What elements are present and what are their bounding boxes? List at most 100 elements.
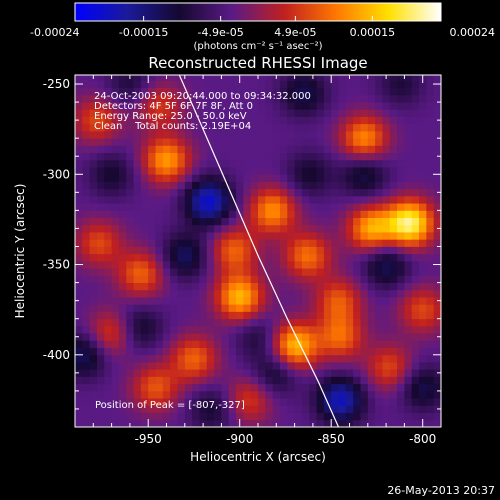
heatmap-cell [426, 405, 435, 413]
heatmap-cell [82, 130, 91, 139]
heatmap-cell [199, 102, 208, 110]
heatmap-cell [301, 253, 310, 262]
heatmap-cell [199, 268, 208, 276]
heatmap-cell [250, 210, 259, 218]
heatmap-cell [206, 347, 215, 356]
heatmap-cell [111, 224, 120, 233]
heatmap-cell [89, 268, 98, 276]
heatmap-cell [184, 239, 193, 247]
heatmap-cell [397, 138, 405, 146]
heatmap-cell [382, 354, 391, 363]
heatmap-cell [265, 246, 274, 255]
heatmap-cell [221, 167, 230, 175]
heatmap-cell [111, 275, 120, 283]
heatmap-cell [353, 311, 361, 320]
heatmap-cell [82, 354, 91, 363]
heatmap-cell [389, 275, 398, 283]
heatmap-cell [148, 217, 156, 226]
heatmap-cell [89, 354, 98, 363]
heatmap-cell [184, 398, 193, 406]
heatmap-cell [214, 369, 222, 377]
heatmap-cell [162, 260, 171, 269]
heatmap-cell [148, 159, 156, 168]
heatmap-cell [140, 412, 149, 421]
heatmap-cell [433, 268, 441, 276]
heatmap-cell [206, 325, 215, 334]
heatmap-cell [140, 289, 149, 298]
heatmap-cell [148, 347, 156, 356]
heatmap-cell [184, 340, 193, 348]
heatmap-cell [184, 130, 193, 139]
heatmap-cell [258, 390, 266, 399]
heatmap-cell [389, 174, 398, 182]
heatmap-cell [382, 239, 391, 247]
heatmap-cell [214, 354, 222, 363]
heatmap-cell [279, 210, 288, 218]
heatmap-cell [433, 347, 441, 356]
heatmap-cell [133, 181, 142, 190]
heatmap-cell [272, 304, 281, 312]
heatmap-cell [345, 217, 354, 226]
heatmap-cell [419, 398, 427, 406]
heatmap-cell [75, 210, 83, 218]
heatmap-cell [338, 232, 347, 240]
heatmap-cell [206, 405, 215, 413]
heatmap-cell [177, 362, 186, 370]
heatmap-cell [104, 304, 112, 312]
heatmap-cell [192, 239, 200, 247]
heatmap-cell [206, 275, 215, 283]
heatmap-cell [360, 210, 369, 218]
heatmap-cell [140, 167, 149, 175]
heatmap-cell [192, 87, 200, 96]
heatmap-cell [243, 304, 252, 312]
heatmap-cell [104, 325, 112, 334]
heatmap-cell [258, 419, 266, 427]
heatmap-cell [221, 130, 230, 139]
heatmap-cell [162, 405, 171, 413]
heatmap-cell [294, 232, 303, 240]
heatmap-cell [228, 232, 237, 240]
heatmap-cell [126, 210, 134, 218]
heatmap-cell [177, 174, 186, 182]
heatmap-cell [82, 369, 91, 377]
heatmap-cell [360, 181, 369, 190]
heatmap-cell [272, 325, 281, 334]
heatmap-cell [433, 181, 441, 190]
heatmap-cell [272, 94, 281, 103]
heatmap-cell [243, 376, 252, 385]
heatmap-cell [133, 383, 142, 392]
heatmap-cell [177, 109, 186, 117]
heatmap-cell [389, 80, 398, 89]
heatmap-cell [177, 217, 186, 226]
heatmap-cell [382, 167, 391, 175]
heatmap-cell [382, 376, 391, 385]
heatmap-cell [338, 145, 347, 154]
heatmap-cell [338, 318, 347, 327]
heatmap-cell [338, 217, 347, 226]
heatmap-cell [96, 398, 105, 406]
heatmap-cell [96, 239, 105, 247]
heatmap-cell [265, 340, 274, 348]
heatmap-cell [111, 145, 120, 154]
heatmap-cell [382, 289, 391, 298]
heatmap-cell [184, 102, 193, 110]
heatmap-cell [309, 354, 317, 363]
heatmap-cell [272, 116, 281, 125]
heatmap-cell [162, 145, 171, 154]
heatmap-cell [126, 181, 134, 190]
heatmap-cell [331, 268, 339, 276]
heatmap-cell [170, 412, 178, 421]
heatmap-cell [382, 80, 391, 89]
heatmap-cell [294, 260, 303, 269]
heatmap-cell [367, 246, 376, 255]
heatmap-cell [82, 188, 91, 197]
heatmap-cell [118, 188, 127, 197]
heatmap-cell [258, 311, 266, 320]
heatmap-cell [199, 325, 208, 334]
heatmap-cell [345, 116, 354, 125]
heatmap-cell [236, 159, 244, 168]
heatmap-cell [323, 405, 332, 413]
heatmap-cell [206, 340, 215, 348]
heatmap-cell [104, 246, 112, 255]
heatmap-cell [118, 260, 127, 269]
